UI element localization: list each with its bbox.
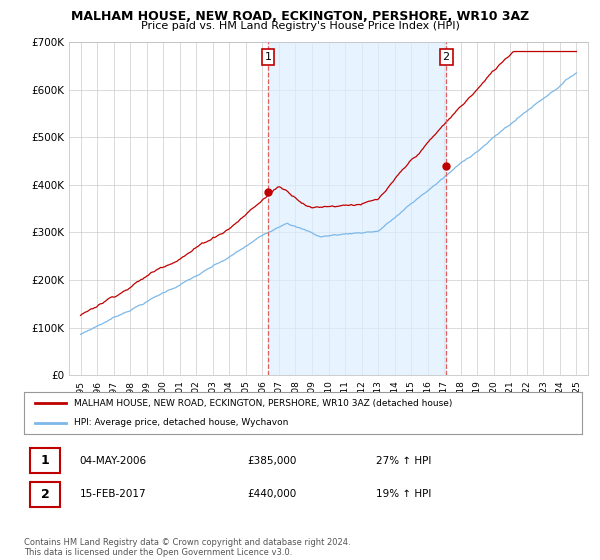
Text: 1: 1 bbox=[265, 52, 272, 62]
Text: 19% ↑ HPI: 19% ↑ HPI bbox=[376, 489, 431, 499]
Text: 27% ↑ HPI: 27% ↑ HPI bbox=[376, 456, 431, 465]
Text: 2: 2 bbox=[443, 52, 450, 62]
Bar bbox=[268, 42, 446, 375]
Text: £440,000: £440,000 bbox=[247, 489, 296, 499]
Text: £385,000: £385,000 bbox=[247, 456, 296, 465]
Text: MALHAM HOUSE, NEW ROAD, ECKINGTON, PERSHORE, WR10 3AZ (detached house): MALHAM HOUSE, NEW ROAD, ECKINGTON, PERSH… bbox=[74, 399, 452, 408]
FancyBboxPatch shape bbox=[29, 448, 60, 473]
Text: Contains HM Land Registry data © Crown copyright and database right 2024.
This d: Contains HM Land Registry data © Crown c… bbox=[24, 538, 350, 557]
Text: HPI: Average price, detached house, Wychavon: HPI: Average price, detached house, Wych… bbox=[74, 418, 289, 427]
Text: 1: 1 bbox=[41, 454, 49, 467]
FancyBboxPatch shape bbox=[29, 482, 60, 507]
Text: MALHAM HOUSE, NEW ROAD, ECKINGTON, PERSHORE, WR10 3AZ: MALHAM HOUSE, NEW ROAD, ECKINGTON, PERSH… bbox=[71, 10, 529, 23]
Text: 04-MAY-2006: 04-MAY-2006 bbox=[80, 456, 147, 465]
Text: 2: 2 bbox=[41, 488, 49, 501]
Text: 15-FEB-2017: 15-FEB-2017 bbox=[80, 489, 146, 499]
Text: Price paid vs. HM Land Registry's House Price Index (HPI): Price paid vs. HM Land Registry's House … bbox=[140, 21, 460, 31]
